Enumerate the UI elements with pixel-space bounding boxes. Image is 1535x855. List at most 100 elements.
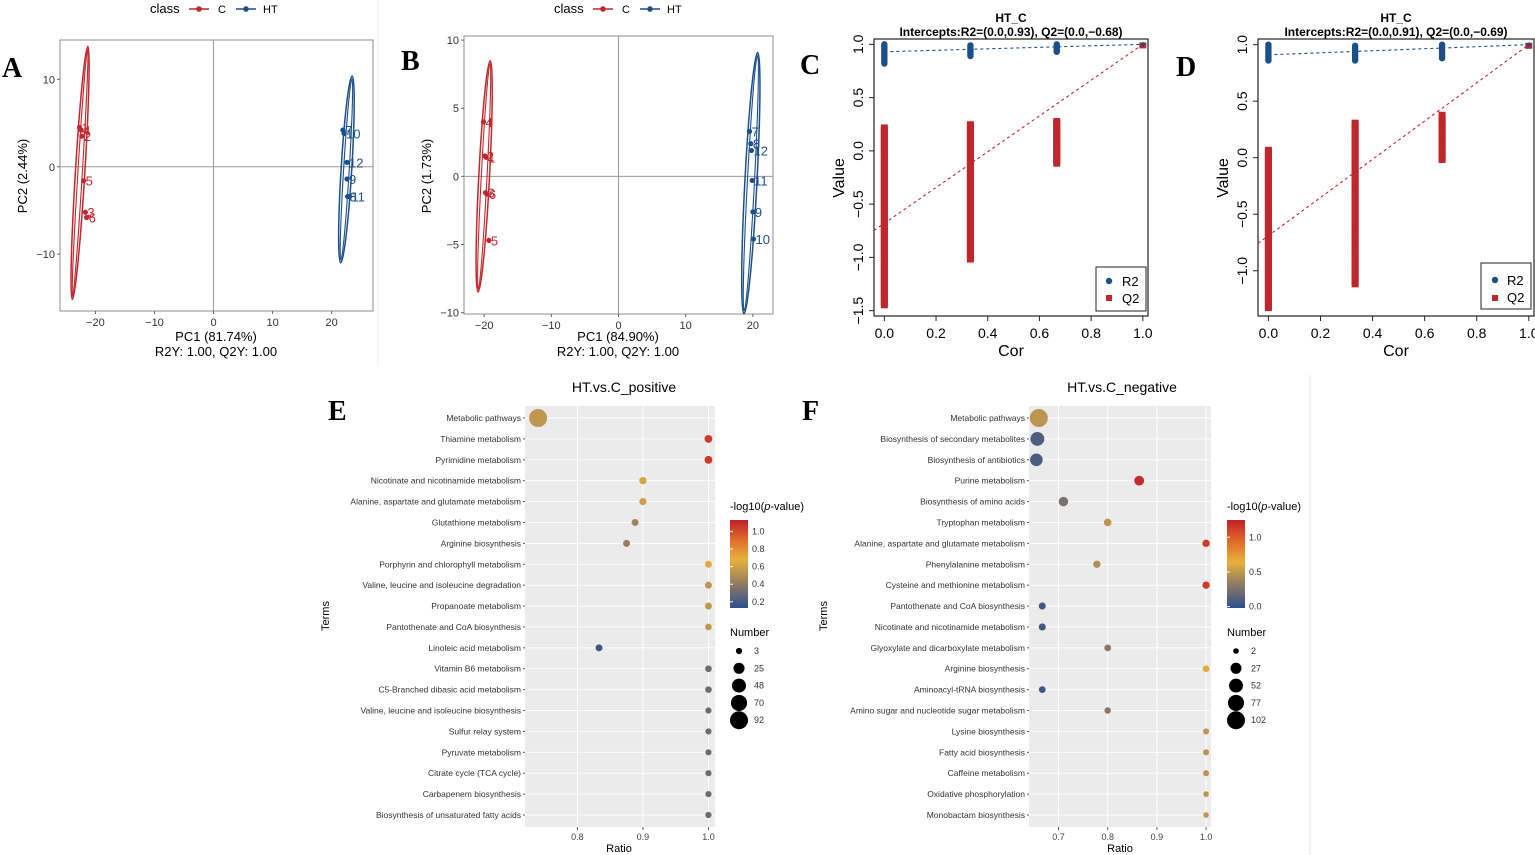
term-bubble [1029, 409, 1048, 427]
x-tick-label: 20 [326, 317, 338, 329]
size-legend-circle [1227, 694, 1245, 711]
term-label: Biosynthesis of secondary metabolites [880, 434, 1025, 444]
term-label: Valine, leucine and isoleucine biosynthe… [361, 706, 522, 716]
term-label: Nicotinate and nicotinamide metabolism [371, 476, 521, 486]
x-axis-label: Ratio [1107, 843, 1133, 855]
x-tick-label: 20 [747, 320, 759, 332]
sample-point-ht [750, 236, 757, 242]
term-bubble [704, 602, 712, 610]
sample-label: 3 [487, 186, 494, 201]
size-legend-circle [730, 694, 748, 711]
sample-point-ht [341, 130, 347, 137]
term-bubble [1038, 686, 1046, 694]
y-tick-label: −1.0 [1234, 257, 1250, 285]
term-bubble [1134, 475, 1145, 486]
size-legend-title: Number [1227, 627, 1266, 639]
permutation-plot-d: HT_C Intercepts:R2=(0.0,0.91), Q2=(0.0,−… [1215, 11, 1535, 360]
x-tick-label: 0.6 [1415, 325, 1435, 341]
term-label: Linoleic acid metabolism [428, 643, 521, 653]
model-stats: R2Y: 1.00, Q2Y: 1.00 [557, 344, 679, 359]
term-bubble [639, 477, 647, 485]
term-bubble [1038, 602, 1046, 610]
x-tick-label: 0.4 [1363, 325, 1383, 341]
term-bubble [705, 707, 712, 714]
x-tick-label: −20 [475, 320, 494, 332]
term-label: Pantothenate and CoA biosynthesis [386, 622, 521, 632]
term-label: Pyruvate metabolism [442, 747, 521, 757]
term-bubble [704, 434, 713, 443]
legend-r2: R2 [1507, 273, 1524, 288]
legend-dot-c [600, 6, 606, 12]
color-legend-title: -log10(p-value) [730, 501, 804, 513]
sample-label: 12 [349, 155, 363, 170]
sample-label: 5 [491, 233, 498, 248]
legend-r2: R2 [1122, 274, 1139, 289]
sample-label: 12 [754, 143, 768, 158]
y-tick-label: 0 [49, 162, 55, 174]
y-axis-label: Terms [320, 601, 332, 631]
x-tick-label: 0 [210, 317, 216, 329]
term-label: Tryptophan metabolism [936, 517, 1025, 527]
term-label: Fatty acid biosynthesis [939, 747, 1025, 757]
permutation-plot-c: HT_C Intercepts:R2=(0.0,0.93), Q2=(0.0,−… [831, 11, 1153, 360]
x-tick-label: −20 [86, 317, 105, 329]
size-legend-label: 2 [1251, 646, 1256, 656]
term-label: Purine metabolism [955, 476, 1025, 486]
term-bubble [1030, 431, 1045, 446]
size-legend-circle [733, 662, 745, 674]
term-bubble [705, 686, 712, 693]
class-legend: class C HT [554, 1, 682, 16]
legend-q2-square [1106, 295, 1112, 301]
y-tick-label: 0.0 [850, 141, 866, 161]
r2-regression-line [884, 43, 1143, 53]
size-legend-label: 48 [754, 681, 764, 691]
confidence-ellipse-c [70, 45, 90, 301]
term-bubble [1030, 453, 1043, 467]
sample-label: 8 [753, 137, 760, 152]
term-bubble [631, 518, 639, 526]
sample-label: 11 [351, 189, 365, 204]
size-legend-title: Number [730, 627, 769, 639]
q2-regression-line [873, 43, 1144, 231]
term-bubble [1038, 623, 1046, 631]
term-bubble [1203, 728, 1210, 735]
term-label: Valine, leucine and isoleucine degradati… [362, 580, 521, 590]
sample-point-c [82, 209, 88, 215]
term-bubble [705, 623, 712, 631]
color-tick-label: 0.2 [752, 597, 765, 607]
term-bubble [1202, 665, 1210, 673]
color-bar [730, 520, 748, 608]
term-bubble [704, 455, 713, 464]
color-tick-label: 0.0 [1249, 602, 1262, 612]
color-legend-title: -log10(p-value) [1227, 501, 1301, 513]
enrichment-plot-f: HT.vs.C_negative Metabolic pathways Biosy… [818, 379, 1301, 855]
q2-permutation-point [880, 124, 888, 131]
sample-label: 9 [755, 205, 762, 220]
term-label: Monobactam biosynthesis [927, 810, 1025, 820]
term-label: Vitamin B6 metabolism [434, 664, 521, 674]
term-label: Arginine biosynthesis [945, 664, 1025, 674]
term-label: Metabolic pathways [950, 413, 1025, 423]
x-axis-label: Ratio [606, 843, 632, 855]
x-tick-label: −10 [542, 320, 561, 332]
term-bubble [705, 728, 712, 735]
term-label: C5-Branched dibasic acid metabolism [378, 685, 521, 695]
sample-point-ht [344, 176, 350, 182]
term-label: Cysteine and methionine metabolism [886, 580, 1025, 590]
sample-label: 10 [346, 127, 360, 142]
x-tick-label: 0.0 [875, 325, 895, 341]
x-tick-label: 1.0 [1200, 832, 1213, 842]
legend-q2: Q2 [1507, 290, 1524, 305]
y-tick-label: −0.5 [1234, 200, 1250, 228]
plot-title: HT.vs.C_positive [572, 379, 676, 395]
plot-frame [59, 39, 374, 312]
color-bar [1227, 520, 1245, 608]
x-tick-label: 0.2 [1311, 325, 1331, 341]
size-legend-circle [735, 647, 743, 655]
panel-label-F: F [802, 396, 819, 427]
term-bubble [1058, 496, 1069, 507]
x-tick-label: 0.2 [926, 325, 946, 341]
y-tick-label: 10 [447, 35, 459, 47]
